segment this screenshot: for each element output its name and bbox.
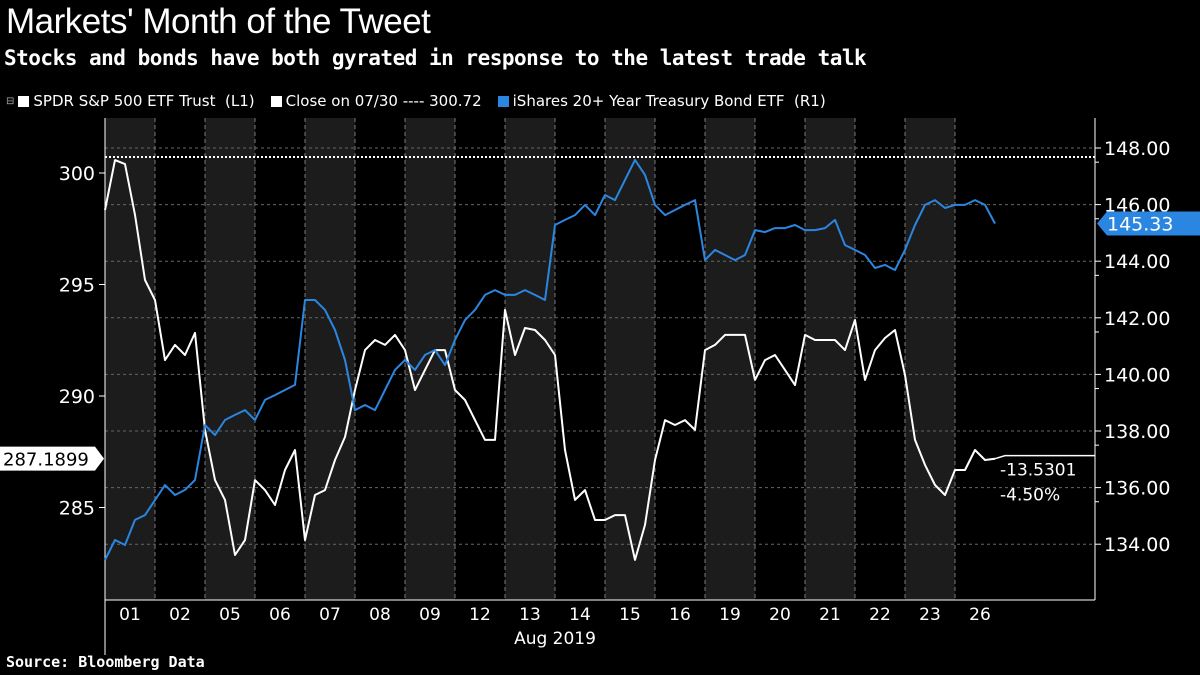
x-tick-label: 07: [319, 605, 341, 625]
spy-last-value-label: 287.1899: [3, 450, 89, 471]
right-tick-label: 146.00: [1104, 195, 1170, 217]
right-tick-label: 138.00: [1104, 421, 1170, 443]
x-tick-label: 13: [519, 605, 541, 625]
x-tick-label: 16: [669, 605, 691, 625]
day-shade-band: [105, 118, 155, 600]
left-tick-label: 285: [59, 498, 95, 520]
legend: ⊟ SPDR S&P 500 ETF Trust (L1) Close on 07…: [6, 92, 826, 110]
x-tick-label: 06: [269, 605, 291, 625]
legend-item-spy[interactable]: ⊟ SPDR S&P 500 ETF Trust (L1): [6, 92, 255, 110]
chart-title: Markets' Month of the Tweet: [6, 2, 431, 41]
legend-swatch-close: [270, 95, 282, 107]
legend-label-tlt: iShares 20+ Year Treasury Bond ETF (R1): [512, 92, 826, 110]
legend-label-close: Close on 07/30 ---- 300.72: [285, 92, 482, 110]
x-tick-label: 05: [219, 605, 241, 625]
legend-swatch-spy: [18, 95, 30, 107]
x-tick-label: 15: [619, 605, 641, 625]
x-tick-label: 23: [919, 605, 941, 625]
right-tick-label: 140.00: [1104, 364, 1170, 386]
right-tick-label: 144.00: [1104, 251, 1170, 273]
x-tick-label: 12: [469, 605, 491, 625]
day-shade-band: [905, 118, 955, 600]
x-tick-label: 14: [569, 605, 591, 625]
right-tick-label: 136.00: [1104, 478, 1170, 500]
spy-line: [104, 159, 996, 561]
x-tick-label: 08: [369, 605, 391, 625]
chart-subtitle: Stocks and bonds have both gyrated in re…: [4, 46, 867, 70]
source-note: Source: Bloomberg Data: [6, 653, 205, 671]
x-axis-label: Aug 2019: [514, 629, 596, 649]
left-tick-label: 300: [59, 163, 95, 185]
right-tick-label: 148.00: [1104, 138, 1170, 160]
legend-item-close[interactable]: Close on 07/30 ---- 300.72: [270, 92, 482, 110]
x-tick-label: 09: [419, 605, 441, 625]
x-tick-label: 20: [769, 605, 791, 625]
x-tick-label: 21: [819, 605, 841, 625]
legend-item-tlt[interactable]: iShares 20+ Year Treasury Bond ETF (R1): [497, 92, 826, 110]
day-shade-band: [705, 118, 755, 600]
x-tick-label: 26: [969, 605, 991, 625]
collapse-icon[interactable]: ⊟: [6, 95, 15, 107]
day-shade-band: [805, 118, 855, 600]
legend-swatch-tlt: [497, 95, 509, 107]
left-tick-label: 290: [59, 386, 95, 408]
x-tick-label: 22: [869, 605, 891, 625]
tlt-line: [104, 158, 996, 561]
x-tick-label: 19: [719, 605, 741, 625]
tlt-last-value-label: 145.33: [1107, 214, 1173, 236]
right-tick-label: 134.00: [1104, 534, 1170, 556]
day-shade-band: [205, 118, 255, 600]
day-shade-band: [305, 118, 355, 600]
x-tick-label: 02: [169, 605, 191, 625]
left-tick-label: 295: [59, 275, 95, 297]
day-shade-band: [505, 118, 555, 600]
right-tick-label: 142.00: [1104, 308, 1170, 330]
x-tick-label: 01: [119, 605, 141, 625]
spy-last-value-box: [0, 446, 104, 471]
change-annotation-line: [994, 454, 1095, 460]
legend-label-spy: SPDR S&P 500 ETF Trust (L1): [33, 92, 255, 110]
tlt-last-value-box: [1097, 211, 1200, 236]
change-pct-label: -4.50%: [1000, 486, 1060, 506]
day-shade-band: [605, 118, 655, 600]
change-abs-label: -13.5301: [1000, 461, 1076, 481]
